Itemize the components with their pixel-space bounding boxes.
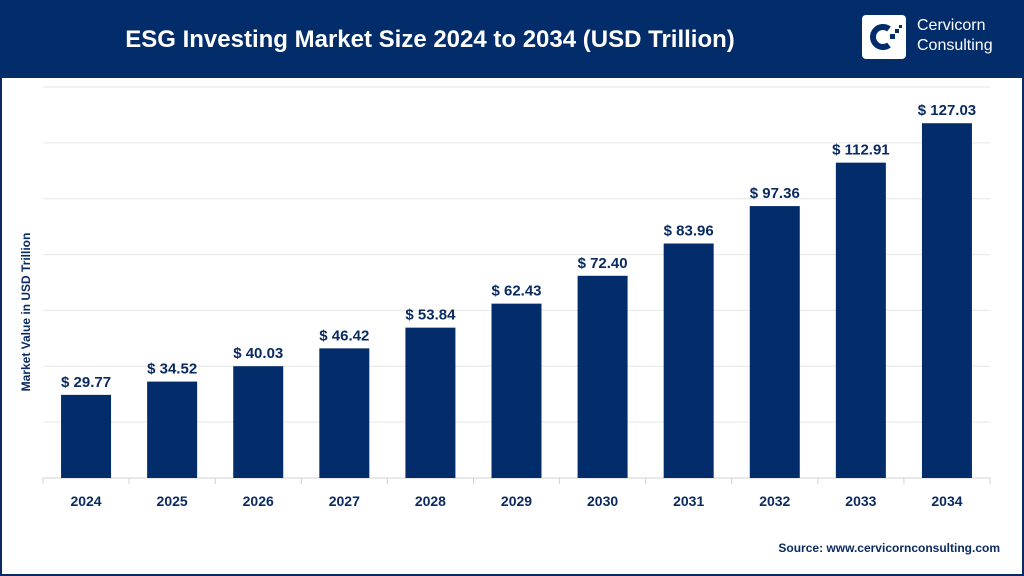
data-label-2032: $ 97.36	[750, 185, 800, 202]
logo-text: Cervicorn Consulting	[917, 16, 993, 56]
x-tick-label-2024: 2024	[70, 493, 101, 509]
data-label-2028: $ 53.84	[405, 307, 456, 324]
bar-2030	[577, 275, 628, 478]
bar-2028	[405, 327, 456, 478]
data-label-2025: $ 34.52	[147, 361, 197, 378]
bar-2024	[61, 394, 112, 478]
x-tick-label-2027: 2027	[329, 493, 360, 509]
data-label-2024: $ 29.77	[61, 374, 111, 391]
x-tick-label-2031: 2031	[673, 493, 704, 509]
bar-2033	[835, 162, 886, 478]
chart-title: ESG Investing Market Size 2024 to 2034 (…	[125, 26, 735, 53]
logo-mark-icon	[862, 15, 906, 59]
x-tick-label-2026: 2026	[243, 493, 274, 509]
x-tick-label-2029: 2029	[501, 493, 532, 509]
data-label-2026: $ 40.03	[233, 345, 283, 362]
x-tick-label-2025: 2025	[157, 493, 188, 509]
bar-2025	[147, 381, 198, 478]
x-tick-label-2034: 2034	[931, 493, 962, 509]
source-text: Source: www.cervicornconsulting.com	[778, 541, 1000, 555]
x-tick-label-2033: 2033	[845, 493, 876, 509]
x-tick-label-2028: 2028	[415, 493, 446, 509]
y-axis-label: Market Value in USD Trillion	[19, 232, 33, 392]
cervicorn-logo: Cervicorn Consulting	[862, 15, 1012, 65]
bar-2034	[921, 123, 972, 478]
x-tick-label-2032: 2032	[759, 493, 790, 509]
bar-2032	[749, 206, 800, 478]
data-label-2029: $ 62.43	[491, 283, 541, 300]
data-label-2027: $ 46.42	[319, 327, 369, 344]
bar-2027	[319, 348, 370, 478]
bar-2031	[663, 243, 714, 478]
logo-line2: Consulting	[917, 37, 993, 54]
header-bar: ESG Investing Market Size 2024 to 2034 (…	[0, 0, 1024, 78]
data-label-2031: $ 83.96	[664, 223, 714, 240]
data-label-2034: $ 127.03	[918, 102, 976, 119]
x-tick-label-2030: 2030	[587, 493, 618, 509]
bar-2029	[491, 303, 542, 478]
bar-2026	[233, 366, 284, 478]
data-label-2030: $ 72.40	[578, 255, 628, 272]
logo-line1: Cervicorn	[917, 17, 986, 34]
data-label-2033: $ 112.91	[832, 142, 890, 159]
